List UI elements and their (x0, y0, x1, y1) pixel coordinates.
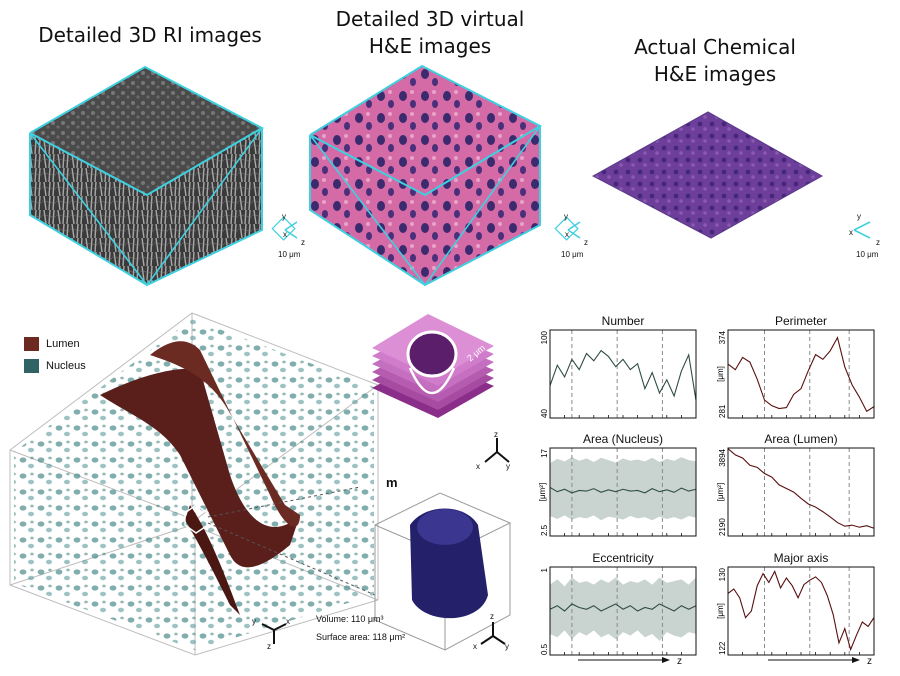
chart-ytick-bottom: 122 (718, 641, 727, 655)
legend-item-nucleus: Nucleus (24, 359, 86, 373)
chart-ytick-top: 100 (540, 330, 549, 344)
title-virtual-line1: Detailed 3D virtual (335, 7, 525, 31)
chart-ylabel: [μm] (716, 366, 725, 382)
chart-ytick-bottom: 281 (718, 404, 727, 418)
chemical-he-sheet (591, 111, 824, 239)
chart-ylabel: [μm²] (538, 483, 547, 501)
axis-glyph-3 (853, 221, 871, 239)
chart-band (550, 457, 696, 521)
volume-text: Volume: 110 μm³ (316, 614, 384, 624)
z-label-right: z (867, 656, 872, 667)
volume-render (9, 312, 379, 656)
g6-z: z (490, 612, 494, 621)
chart-series-line (549, 603, 697, 612)
chart-ytick-bottom: 0.5 (540, 643, 549, 655)
chart-ytick-top: 17 (540, 448, 549, 457)
z-label-left: z (677, 656, 682, 667)
chart-ytick-top: 130 (718, 567, 727, 581)
g5-x: x (286, 617, 290, 626)
legend-label-nucleus: Nucleus (46, 360, 86, 372)
title-chemical: Actual Chemical H&E images (585, 34, 845, 88)
chart-ytick-top: 3894 (718, 448, 727, 466)
ri-cube (29, 65, 265, 287)
chart-frame (727, 329, 875, 419)
legend: Lumen Nucleus (24, 337, 86, 373)
chart-series-line (549, 349, 697, 401)
axis-glyph-black-3 (480, 622, 506, 645)
chart-title: Area (Nucleus) (583, 432, 663, 446)
glyph1-x: x (283, 230, 287, 239)
glyph2-z: z (584, 238, 588, 247)
legend-swatch-lumen (24, 337, 39, 351)
g6-x: x (473, 642, 477, 651)
g4-y: y (506, 462, 510, 471)
title-chemical-line2: H&E images (653, 62, 777, 86)
axis-glyph-black-1 (484, 438, 510, 463)
glyph2-x: x (565, 230, 569, 239)
glyph3-scale: 10 μm (856, 250, 879, 259)
axis-glyph-2 (554, 216, 581, 241)
charts-panel: Number 100 40 Perimeter 374 281 [μm] Area (Nucl… (538, 314, 875, 656)
axis-glyph-black-2 (261, 623, 287, 644)
glyph1-z: z (301, 238, 305, 247)
axis-glyph-1 (271, 216, 298, 241)
g4-x: x (476, 462, 480, 471)
chart-title: Perimeter (775, 314, 827, 328)
chart-ylabel: [μm²] (716, 483, 725, 501)
glyph2-scale: 10 μm (561, 250, 584, 259)
glyph1-y: y (282, 212, 286, 221)
legend-item-lumen: Lumen (24, 337, 86, 351)
g5-y: y (252, 617, 256, 626)
g4-z: z (494, 430, 498, 439)
g5-z: z (267, 642, 271, 651)
chart-title: Eccentricity (592, 551, 653, 565)
chart-frame (727, 447, 875, 537)
surface-text: Surface area: 118 μm² (316, 632, 406, 642)
chart-title: Number (602, 314, 645, 328)
chart-series-line (549, 486, 697, 494)
panel-letter: m (386, 475, 398, 490)
legend-label-lumen: Lumen (46, 338, 80, 350)
g6-y: y (505, 642, 509, 651)
chart-ytick-bottom: 2190 (718, 518, 727, 536)
z-arrows (578, 657, 860, 663)
chart-ytick-top: 374 (718, 330, 727, 344)
slice-stack (372, 314, 494, 418)
glyph3-z: z (876, 238, 880, 247)
chart-series-line (727, 336, 875, 413)
chart-ytick-bottom: 40 (540, 409, 549, 418)
chart-series-line (727, 570, 875, 652)
title-virtual-line2: H&E images (368, 34, 492, 58)
glyph3-x: x (849, 228, 853, 237)
chart-series-line (727, 448, 875, 529)
glyph3-y: y (857, 212, 861, 221)
nucleus-inset (374, 492, 511, 651)
chart-frame (727, 566, 875, 656)
chart-ytick-bottom: 2.5 (540, 524, 549, 536)
virtual-he-cube (309, 64, 543, 287)
chart-ylabel: [μm] (716, 603, 725, 619)
chart-title: Major axis (774, 551, 829, 565)
title-virtual: Detailed 3D virtual H&E images (300, 6, 560, 60)
chart-ytick-top: 1 (540, 567, 549, 572)
legend-swatch-nucleus (24, 359, 39, 373)
chart-title: Area (Lumen) (764, 432, 837, 446)
title-ri: Detailed 3D RI images (38, 23, 262, 47)
top-cubes (29, 64, 871, 287)
glyph1-scale: 10 μm (278, 250, 301, 259)
title-chemical-line1: Actual Chemical (634, 35, 796, 59)
glyph2-y: y (564, 212, 568, 221)
